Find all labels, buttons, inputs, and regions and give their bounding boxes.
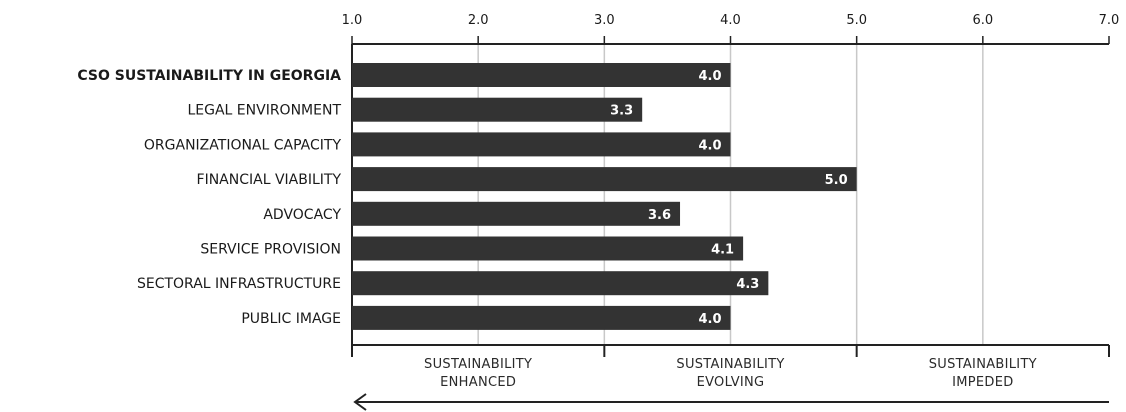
category-label: SERVICE PROVISION [200,242,341,258]
bar-value-label: 3.6 [648,208,671,223]
bar-value-label: 4.1 [711,243,734,258]
bar-value-label: 4.0 [698,69,721,84]
zone-label-line1: SUSTAINABILITY [424,357,532,372]
bar [352,305,731,330]
x-tick-label: 2.0 [468,13,489,28]
bar-layer: 4.0 3.3 4.0 5.0 3.6 4.1 4.3 4.0 [352,63,857,330]
zone-layer: SUSTAINABILITY ENHANCED SUSTAINABILITY EVOL… [351,344,1110,411]
zone-label-line2: EVOLVING [697,375,765,390]
bar-value-label: 4.0 [698,138,721,153]
category-label: SECTORAL INFRASTRUCTURE [137,276,341,292]
bar [352,132,731,157]
arrow-left-icon [353,393,367,411]
category-label: ADVOCACY [263,207,341,223]
label-layer: CSO SUSTAINABILITY IN GEORGIA LEGAL ENVIR… [77,68,341,327]
x-tick-label: 1.0 [342,13,363,28]
bar-value-label: 4.3 [736,277,759,292]
x-tick-label: 4.0 [720,13,741,28]
bar-value-label: 5.0 [825,173,848,188]
category-label: FINANCIAL VIABILITY [197,172,342,188]
bar [352,167,857,192]
axis-layer: 1.0 2.0 3.0 4.0 5.0 6.0 7.0 [342,13,1120,345]
category-label: LEGAL ENVIRONMENT [187,103,341,119]
category-label-overall: CSO SUSTAINABILITY IN GEORGIA [77,68,341,84]
bar [352,236,744,261]
zone-label-line2: IMPEDED [952,375,1013,390]
bar [352,63,731,87]
x-tick-label: 6.0 [972,13,993,28]
zone-label-line1: SUSTAINABILITY [676,357,784,372]
zone-label-line1: SUSTAINABILITY [929,357,1037,372]
bar [352,97,643,122]
zone-label-line2: ENHANCED [440,375,516,390]
bar-value-label: 3.3 [610,104,633,119]
x-tick-label: 5.0 [846,13,867,28]
bar-value-label: 4.0 [698,312,721,327]
category-label: PUBLIC IMAGE [241,311,341,327]
x-tick-label: 7.0 [1099,13,1120,28]
x-tick-label: 3.0 [594,13,615,28]
bar [352,201,681,226]
category-label: ORGANIZATIONAL CAPACITY [144,137,342,153]
bar [352,271,769,296]
grid-layer [477,44,984,345]
